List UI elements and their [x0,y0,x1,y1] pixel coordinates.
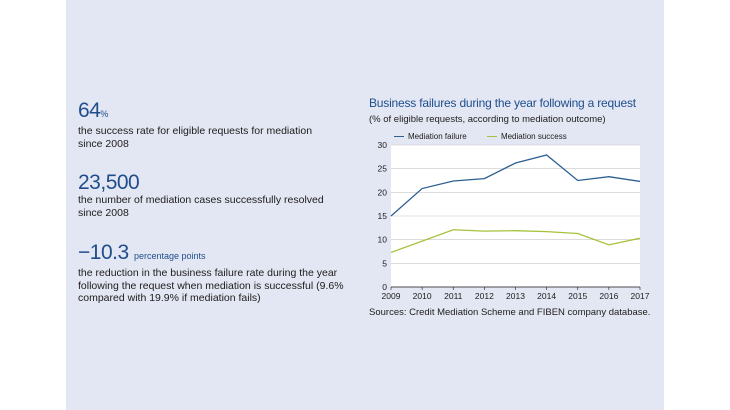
line-chart: 0 5 10 15 20 25 30 2009 2010 2011 2012 2013 2014 2015… [378,140,650,301]
stat-value: −10.3 [78,241,129,264]
legend-swatch-success [486,135,497,137]
stat-description: the reduction in the business failure ra… [78,267,344,304]
chart-source: Sources: Credit Mediation Scheme and FIB… [369,307,651,318]
x-tick-label: 2010 [413,291,432,301]
y-tick-label: 5 [382,258,387,268]
legend-label: Mediation failure [408,131,467,141]
stat-success-rate: 64% the success rate for eligible reques… [78,100,363,150]
y-tick-label: 20 [378,187,388,197]
y-tick-label: 30 [378,140,388,150]
stat-value: 23,500 [78,171,140,194]
stat-unit: percentage points [133,251,206,261]
stat-cases-resolved: 23,500 the number of mediation cases suc… [78,172,363,219]
legend-item-success: Mediation success [486,131,567,141]
x-tick-label: 2014 [537,291,556,301]
y-tick-label: 25 [378,164,388,174]
stat-value: 64 [78,99,101,122]
x-tick-label: 2012 [475,291,494,301]
chart-title: Business failures during the year follow… [369,96,636,110]
x-tick-label: 2013 [506,291,525,301]
y-tick-label: 15 [378,211,388,221]
legend-swatch-failure [394,135,404,137]
chart-legend: Mediation failure Mediation success [394,130,585,141]
y-tick-label: 10 [378,235,388,245]
legend-item-failure: Mediation failure [394,132,467,141]
series-line-success [390,229,641,254]
x-tick-label: 2017 [631,291,650,301]
stat-description: the number of mediation cases successful… [78,194,324,219]
x-tick-label: 2009 [382,291,401,301]
series-line-failure [390,154,641,217]
stat-failure-reduction: −10.3 percentage points the reduction in… [78,242,363,305]
y-tick-label: 0 [382,282,387,292]
stat-description: the success rate for eligible requests f… [78,125,313,150]
chart-subtitle: (% of eligible requests, according to me… [369,114,606,125]
stat-unit: % [100,109,109,119]
x-tick-label: 2011 [444,291,463,301]
x-tick-label: 2016 [599,291,618,301]
x-tick-label: 2015 [568,291,587,301]
legend-label: Mediation success [500,131,567,141]
